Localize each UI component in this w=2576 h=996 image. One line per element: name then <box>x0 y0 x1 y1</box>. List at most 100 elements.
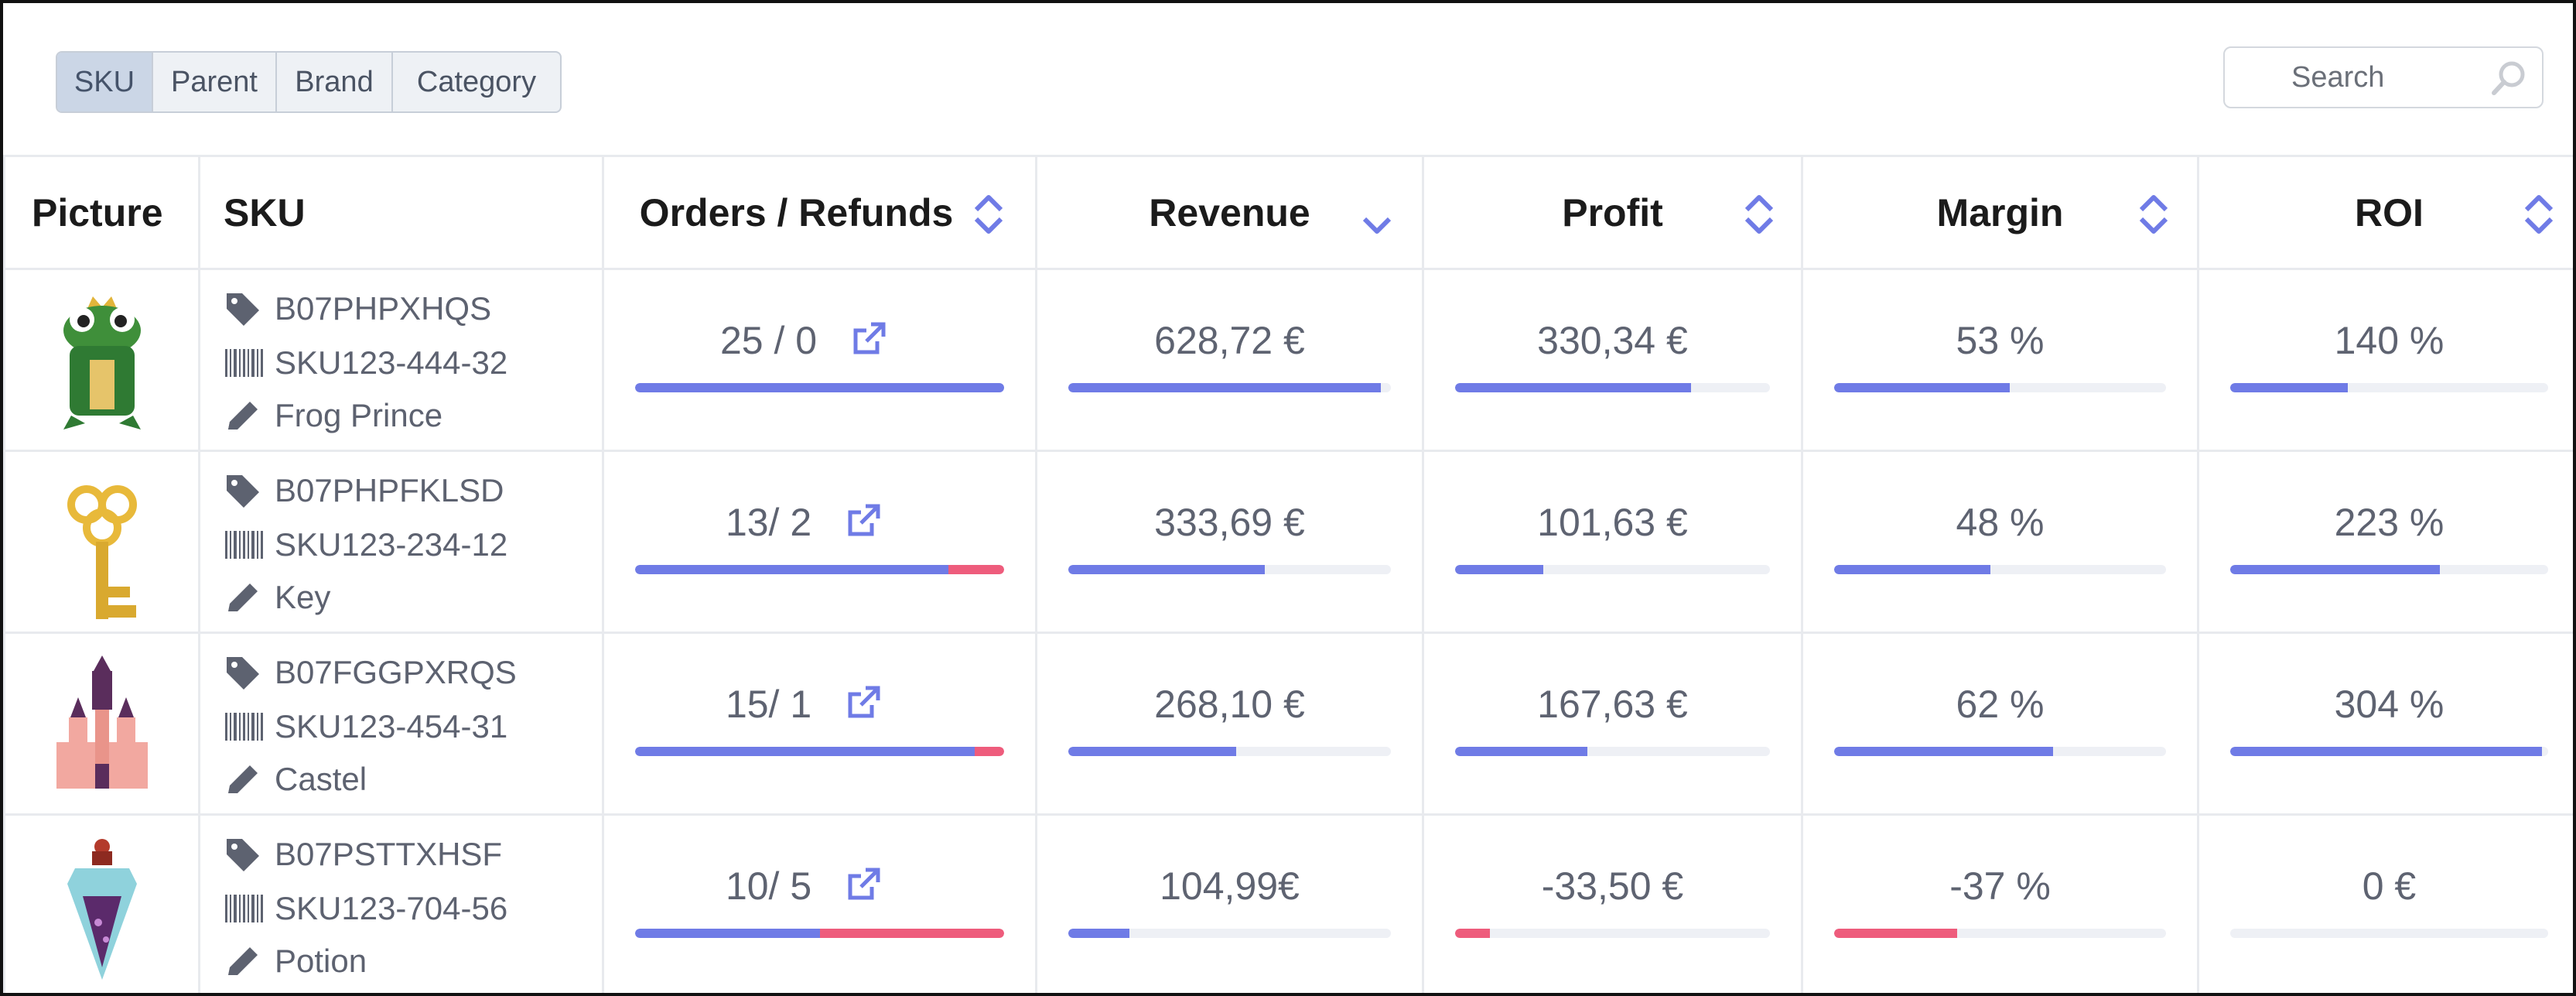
orders-text: 25 / 0 <box>719 319 818 362</box>
sort-both-icon[interactable] <box>2522 190 2556 239</box>
pencil-icon[interactable] <box>224 943 264 980</box>
margin-value: -37 % <box>1949 864 2051 908</box>
revenue-bar <box>1068 383 1391 392</box>
roi-bar-fill <box>2230 383 2349 392</box>
orders-bar-fill <box>635 747 975 756</box>
group-by-parent-button[interactable]: Parent <box>153 53 277 111</box>
margin-bar-fill <box>1834 929 1957 938</box>
barcode-icon <box>225 349 263 377</box>
revenue-bar-fill <box>1068 929 1130 938</box>
products-table: Picture SKU Orders / Refunds Revenue <box>3 155 2573 993</box>
asin-line: B07FGGPXRQS <box>224 654 517 691</box>
roi-value: 140 % <box>2334 319 2444 362</box>
roi-cell: 304 % <box>2197 631 2573 816</box>
profit-cell: 167,63 € <box>1422 631 1803 816</box>
picture-cell <box>3 631 200 816</box>
table-row[interactable]: B07FGGPXRQS SKU123-454-31 Castel 15/ 1 <box>3 631 2573 816</box>
tag-icon <box>227 839 259 871</box>
pencil-icon[interactable] <box>224 579 264 616</box>
revenue-value: 268,10 € <box>1154 683 1305 726</box>
barcode-icon <box>225 531 263 559</box>
orders-cell: 15/ 1 <box>602 631 1037 816</box>
asin-line: B07PHPXHQS <box>224 290 491 327</box>
revenue-bar-fill <box>1068 747 1236 756</box>
profit-value: -33,50 € <box>1541 864 1684 908</box>
refunds-bar-fill <box>819 929 1004 938</box>
sku-text: SKU123-444-32 <box>275 344 508 381</box>
profit-cell: 101,63 € <box>1422 450 1803 634</box>
orders-cell: 25 / 0 <box>602 268 1037 452</box>
sort-both-icon[interactable] <box>2137 190 2171 239</box>
sku-text: SKU123-454-31 <box>275 708 508 744</box>
profit-value: 101,63 € <box>1537 501 1688 544</box>
picture-cell <box>3 450 200 634</box>
profit-bar-fill <box>1455 929 1490 938</box>
column-header-profit-label: Profit <box>1562 190 1663 234</box>
revenue-bar-fill <box>1068 383 1382 392</box>
revenue-value: 104,99€ <box>1160 864 1300 908</box>
orders-bar-fill <box>635 383 1004 392</box>
sort-both-icon[interactable] <box>1742 190 1776 239</box>
group-by-segmented-control: SKU Parent Brand Category <box>56 51 562 113</box>
pencil-icon[interactable] <box>224 397 264 434</box>
external-link-icon[interactable] <box>851 320 888 357</box>
roi-value: 0 € <box>2362 864 2417 908</box>
external-link-icon[interactable] <box>846 865 883 902</box>
column-header-roi[interactable]: ROI <box>2197 155 2573 270</box>
search-input[interactable] <box>2225 48 2480 107</box>
revenue-bar <box>1068 747 1391 756</box>
name-line[interactable]: Frog Prince <box>224 397 442 434</box>
refunds-bar-fill <box>974 747 1004 756</box>
search-icon[interactable] <box>2488 59 2528 99</box>
sku-line: SKU123-234-12 <box>224 526 507 563</box>
sku-text: SKU123-704-56 <box>275 890 508 926</box>
margin-bar <box>1834 383 2166 392</box>
profit-bar-fill <box>1455 565 1543 574</box>
group-by-brand-button[interactable]: Brand <box>277 53 393 111</box>
revenue-value: 333,69 € <box>1154 501 1305 544</box>
orders-refunds-bar <box>635 383 1004 392</box>
name-line[interactable]: Potion <box>224 943 367 980</box>
revenue-bar-fill <box>1068 565 1266 574</box>
profit-bar <box>1455 565 1770 574</box>
column-header-orders[interactable]: Orders / Refunds <box>602 155 1037 270</box>
external-link-icon[interactable] <box>846 683 883 720</box>
column-header-picture: Picture <box>3 155 200 270</box>
table-row[interactable]: B07PHPXHQS SKU123-444-32 Frog Prince 25 … <box>3 268 2573 452</box>
sort-both-icon[interactable] <box>972 190 1006 239</box>
sku-cell: B07PHPXHQS SKU123-444-32 Frog Prince <box>198 268 604 452</box>
column-header-revenue[interactable]: Revenue <box>1035 155 1424 270</box>
column-header-margin[interactable]: Margin <box>1801 155 2199 270</box>
key-icon <box>67 485 137 619</box>
potion-icon <box>67 839 137 980</box>
roi-cell: 0 € <box>2197 813 2573 993</box>
table-row[interactable]: B07PSTTXHSF SKU123-704-56 Potion 10/ 5 <box>3 813 2573 993</box>
revenue-cell: 628,72 € <box>1035 268 1424 452</box>
orders-value: 15/ 1 <box>573 682 1035 727</box>
profit-bar <box>1455 929 1770 938</box>
roi-value: 223 % <box>2334 501 2444 544</box>
column-header-profit[interactable]: Profit <box>1422 155 1803 270</box>
margin-bar-fill <box>1834 747 2054 756</box>
roi-value: 304 % <box>2334 683 2444 726</box>
revenue-value: 628,72 € <box>1154 319 1305 362</box>
external-link-icon[interactable] <box>846 501 883 539</box>
orders-bar-fill <box>635 929 820 938</box>
group-by-category-button[interactable]: Category <box>416 65 537 98</box>
asin-line: B07PHPFKLSD <box>224 472 504 509</box>
name-line[interactable]: Key <box>224 579 330 616</box>
margin-cell: -37 % <box>1801 813 2199 993</box>
name-line[interactable]: Castel <box>224 761 367 798</box>
pencil-icon[interactable] <box>224 761 264 798</box>
margin-cell: 53 % <box>1801 268 2199 452</box>
group-by-sku-button[interactable]: SKU <box>57 53 153 111</box>
orders-refunds-bar <box>635 565 1004 574</box>
picture-cell <box>3 813 200 993</box>
table-row[interactable]: B07PHPFKLSD SKU123-234-12 Key 13/ 2 <box>3 450 2573 634</box>
margin-bar <box>1834 747 2166 756</box>
tag-icon <box>227 293 259 326</box>
margin-bar <box>1834 929 2166 938</box>
margin-bar <box>1834 565 2166 574</box>
sort-descending-icon[interactable] <box>1360 190 1394 239</box>
sku-line: SKU123-454-31 <box>224 708 507 745</box>
